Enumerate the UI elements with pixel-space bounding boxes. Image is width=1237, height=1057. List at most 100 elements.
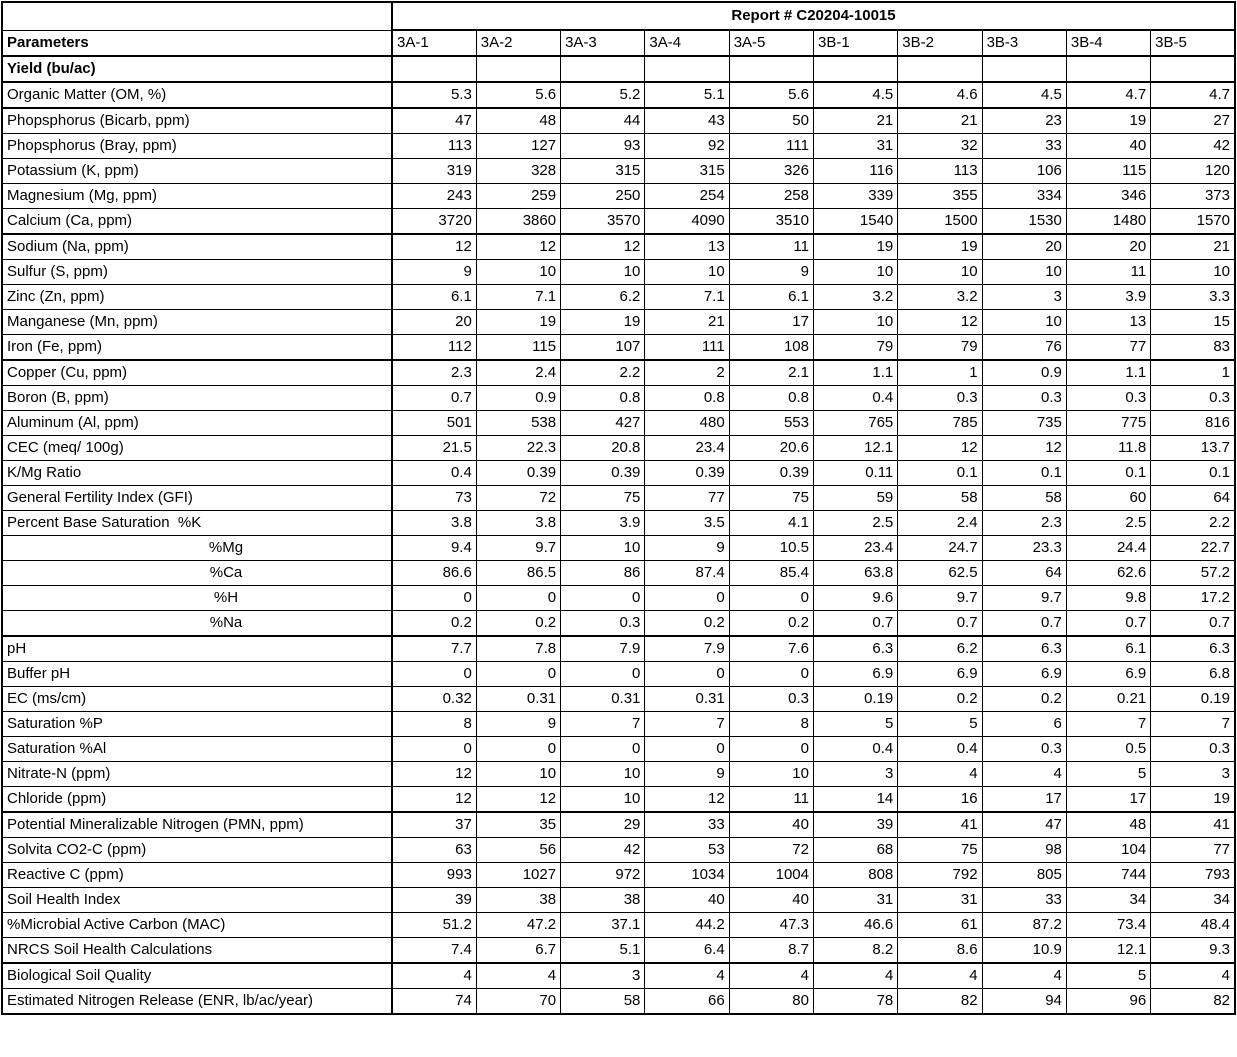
value-cell: 9 (391, 259, 477, 285)
value-cell: 8.2 (812, 937, 899, 964)
value-cell: 64 (981, 560, 1067, 586)
value-cell: 23 (981, 107, 1067, 134)
value-cell: 79 (812, 334, 899, 361)
value-cell: 21 (644, 309, 730, 335)
value-cell: 34 (1065, 887, 1152, 913)
value-cell: 816 (1150, 410, 1236, 436)
value-cell: 19 (812, 233, 899, 260)
value-cell: 113 (391, 133, 477, 159)
value-cell: 3.9 (560, 510, 646, 536)
value-cell: 7 (1065, 711, 1152, 737)
value-cell: 5 (897, 711, 983, 737)
value-cell: 3720 (391, 208, 477, 235)
value-cell: 1004 (728, 862, 814, 888)
value-cell: 792 (897, 862, 983, 888)
value-cell: 73 (391, 485, 477, 511)
param-label: Sodium (Na, ppm) (1, 233, 393, 260)
value-cell: 10 (560, 761, 646, 787)
value-cell: 75 (728, 485, 814, 511)
value-cell: 39 (391, 887, 477, 913)
table-row: Estimated Nitrogen Release (ENR, lb/ac/y… (1, 988, 1236, 1015)
value-cell: 0.2 (391, 610, 477, 637)
value-cell: 339 (812, 183, 899, 209)
value-cell: 0 (391, 736, 477, 762)
value-cell: 19 (1065, 107, 1152, 134)
value-cell (475, 55, 562, 83)
value-cell (1150, 55, 1236, 83)
table-row: Soil Health Index 39 38 38 40 40 31 31 33 34 34 (1, 887, 1236, 913)
value-cell: 3.9 (1065, 284, 1152, 310)
value-cell: 112 (391, 334, 477, 361)
value-cell: 17.2 (1150, 585, 1236, 611)
value-cell: 63 (391, 837, 477, 863)
param-label: %H (1, 585, 393, 611)
value-cell: 19 (1150, 786, 1236, 813)
value-cell: 48.4 (1150, 912, 1236, 938)
table-row: Nitrate-N (ppm) 12 10 10 9 10 3 4 4 5 3 (1, 761, 1236, 787)
value-cell: 41 (897, 811, 983, 838)
value-cell: 39 (812, 811, 899, 838)
value-cell: 538 (475, 410, 562, 436)
value-cell: 9 (644, 761, 730, 787)
value-cell: 0.31 (560, 686, 646, 712)
value-cell: 58 (897, 485, 983, 511)
value-cell: 1.1 (812, 359, 899, 386)
value-cell: 972 (560, 862, 646, 888)
value-cell: 19 (475, 309, 562, 335)
value-cell: 4 (475, 962, 562, 989)
value-cell: 76 (981, 334, 1067, 361)
table-row: Zinc (Zn, ppm) 6.1 7.1 6.2 7.1 6.1 3.2 3.2 3 3.9 3… (1, 284, 1236, 310)
param-label: Zinc (Zn, ppm) (1, 284, 393, 310)
param-label: %Na (1, 610, 393, 637)
value-cell: 7.9 (644, 635, 730, 662)
value-cell: 319 (391, 158, 477, 184)
value-cell: 0.7 (391, 385, 477, 411)
value-cell: 346 (1065, 183, 1152, 209)
param-label: Soil Health Index (1, 887, 393, 913)
param-label: Biological Soil Quality (1, 962, 393, 989)
value-cell: 33 (981, 887, 1067, 913)
value-cell: 326 (728, 158, 814, 184)
param-label: CEC (meq/ 100g) (1, 435, 393, 461)
value-cell: 0.5 (1065, 736, 1152, 762)
value-cell: 86.5 (475, 560, 562, 586)
value-cell: 47.2 (475, 912, 562, 938)
value-cell: 60 (1065, 485, 1152, 511)
value-cell: 5.6 (728, 81, 814, 109)
value-cell: 334 (981, 183, 1067, 209)
value-cell: 5.1 (560, 937, 646, 964)
value-cell: 7 (1150, 711, 1236, 737)
value-cell: 765 (812, 410, 899, 436)
value-cell: 13 (1065, 309, 1152, 335)
value-cell: 10 (981, 259, 1067, 285)
value-cell (391, 55, 477, 83)
value-cell: 4 (897, 761, 983, 787)
value-cell: 93 (560, 133, 646, 159)
value-cell: 62.5 (897, 560, 983, 586)
value-cell: 2.4 (475, 359, 562, 386)
value-cell: 31 (812, 133, 899, 159)
value-cell: 21.5 (391, 435, 477, 461)
value-cell: 9.7 (897, 585, 983, 611)
value-cell: 56 (475, 837, 562, 863)
value-cell: 19 (560, 309, 646, 335)
value-cell: 5.3 (391, 81, 477, 109)
table-row: Calcium (Ca, ppm) 3720 3860 3570 4090 3510 154… (1, 208, 1236, 235)
value-cell: 0.31 (644, 686, 730, 712)
value-cell: 0.21 (1065, 686, 1152, 712)
value-cell: 993 (391, 862, 477, 888)
value-cell: 94 (981, 988, 1067, 1015)
value-cell: 5 (1065, 761, 1152, 787)
value-cell: 12.1 (812, 435, 899, 461)
value-cell: 111 (644, 334, 730, 361)
value-cell: 38 (475, 887, 562, 913)
table-row: %H 0 0 0 0 0 9.6 9.7 9.7 9.8 17.2 (1, 585, 1236, 611)
value-cell: 13 (644, 233, 730, 260)
value-cell: 48 (475, 107, 562, 134)
column-header-3B-5: 3B-5 (1150, 29, 1236, 57)
value-cell: 3 (812, 761, 899, 787)
value-cell: 34 (1150, 887, 1236, 913)
value-cell: 12 (475, 233, 562, 260)
value-cell: 7 (644, 711, 730, 737)
parameters-header: Parameters (1, 29, 393, 57)
